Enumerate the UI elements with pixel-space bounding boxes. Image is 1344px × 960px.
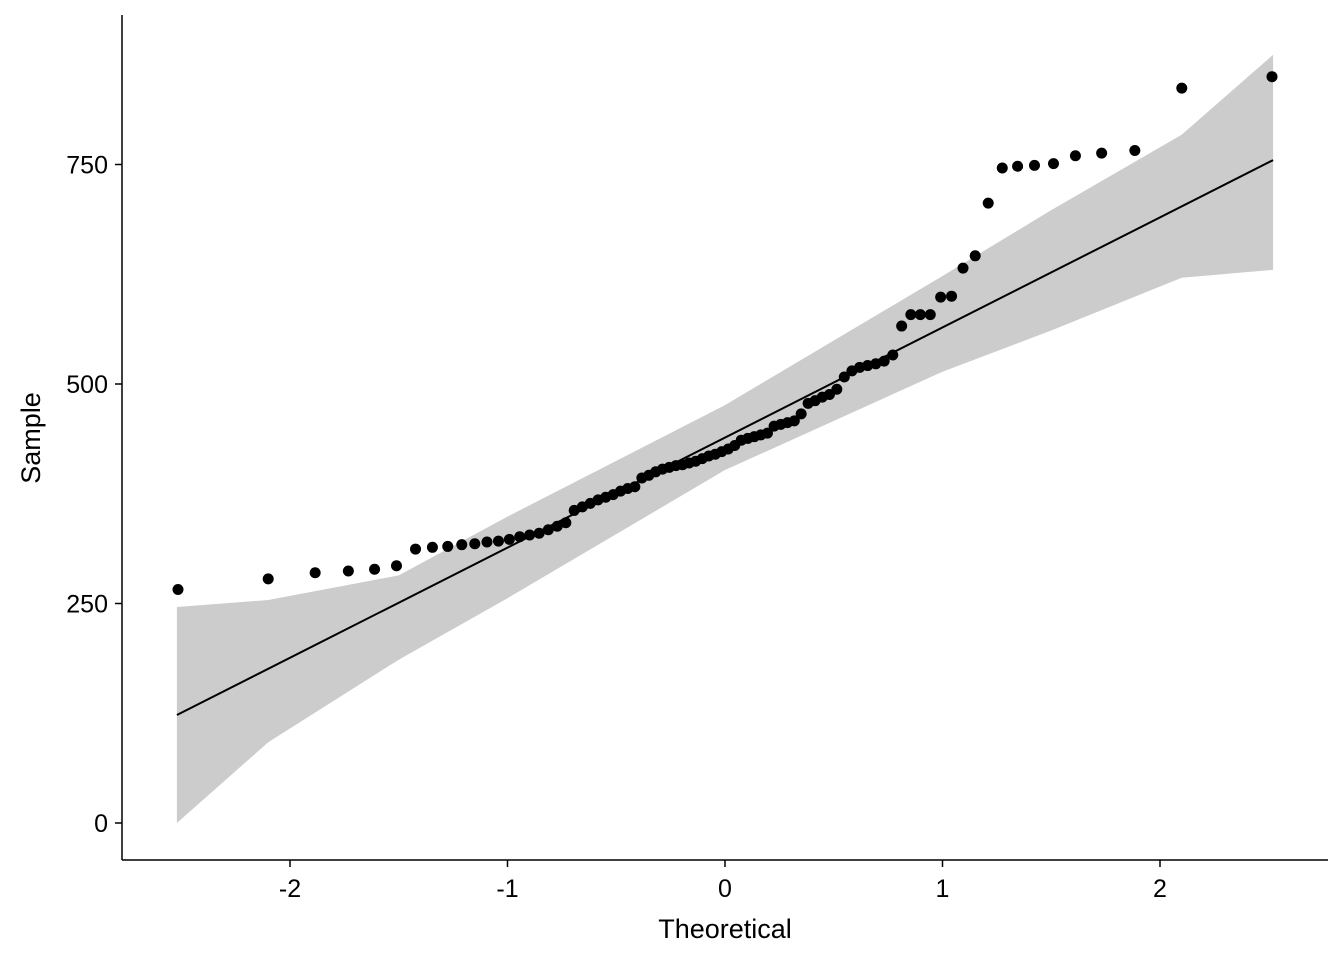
x-tick-label: 1 — [936, 875, 950, 903]
data-point — [1069, 150, 1081, 162]
data-point — [870, 358, 882, 370]
data-point — [982, 197, 994, 209]
x-axis-ticks: -2 -1 0 1 2 — [279, 860, 1167, 903]
confidence-band-layer — [176, 54, 1274, 823]
data-point — [481, 536, 493, 548]
data-point — [887, 349, 899, 361]
data-point — [533, 527, 545, 539]
data-point — [342, 565, 354, 577]
data-point — [996, 162, 1008, 174]
data-point — [795, 408, 807, 420]
data-point — [514, 531, 526, 543]
data-point — [560, 517, 572, 529]
data-point — [788, 415, 800, 427]
data-point — [1096, 147, 1108, 159]
data-point — [456, 539, 468, 551]
y-tick-label: 0 — [94, 810, 108, 838]
data-point — [369, 563, 381, 575]
data-point — [957, 262, 969, 274]
y-tick-label: 750 — [66, 152, 108, 180]
data-point — [878, 355, 890, 367]
y-axis-ticks: 0 250 500 750 — [66, 152, 122, 838]
data-point — [172, 583, 184, 595]
data-point — [761, 427, 773, 439]
data-point — [1028, 159, 1040, 171]
x-tick-label: 2 — [1153, 875, 1167, 903]
y-tick-label: 500 — [66, 371, 108, 399]
data-point — [503, 533, 515, 545]
data-point — [309, 567, 321, 579]
data-point — [1176, 82, 1188, 94]
data-point — [1266, 71, 1278, 83]
data-point — [1048, 158, 1060, 170]
y-axis-title: Sample — [16, 392, 46, 484]
data-point — [442, 540, 454, 552]
data-point — [524, 529, 536, 541]
data-point — [542, 524, 554, 536]
confidence-band — [176, 54, 1274, 823]
data-point — [838, 371, 850, 383]
x-tick-label: -1 — [496, 875, 518, 903]
data-point — [426, 541, 438, 553]
x-tick-label: -2 — [279, 875, 301, 903]
data-point — [492, 535, 504, 547]
x-tick-label: 0 — [718, 875, 732, 903]
data-point — [629, 481, 641, 493]
x-axis-title: Theoretical — [658, 914, 792, 944]
data-point — [914, 309, 926, 321]
data-point — [905, 309, 917, 321]
data-point — [469, 538, 481, 550]
points-layer — [172, 71, 1278, 595]
data-point — [1012, 160, 1024, 172]
data-point — [831, 383, 843, 395]
data-point — [262, 573, 274, 585]
data-point — [410, 543, 422, 555]
data-point — [924, 309, 936, 321]
reference-line-layer — [176, 159, 1274, 716]
data-point — [896, 320, 908, 332]
y-tick-label: 250 — [66, 591, 108, 619]
data-point — [969, 250, 981, 262]
data-point — [946, 290, 958, 302]
reference-line — [176, 159, 1274, 716]
data-point — [390, 560, 402, 572]
data-point — [551, 520, 563, 532]
data-point — [1129, 144, 1141, 156]
data-point — [935, 291, 947, 303]
